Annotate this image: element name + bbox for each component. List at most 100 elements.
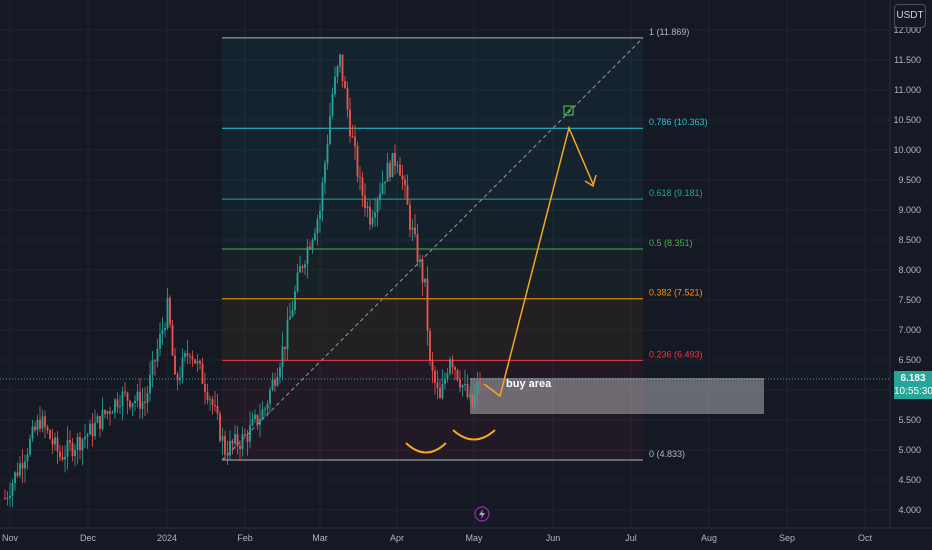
candle-body xyxy=(421,259,424,283)
candle-body xyxy=(46,426,49,431)
candle-body xyxy=(424,278,426,283)
candle-body xyxy=(219,413,221,441)
candle-body xyxy=(169,297,171,325)
time-axis: Nov Dec 2024 Feb Mar Apr May Jun Jul Aug Sep Oct xyxy=(0,527,932,543)
price-tick-label: 7.000 xyxy=(898,325,921,335)
candle-body xyxy=(166,297,169,328)
candle-body xyxy=(214,405,216,407)
candle-body xyxy=(106,411,109,415)
candles xyxy=(4,53,481,508)
candle-body xyxy=(351,136,354,138)
candle-body xyxy=(31,426,34,439)
candle-body xyxy=(21,463,24,469)
candle-body xyxy=(426,278,429,331)
candle-body xyxy=(401,175,404,180)
candle-body xyxy=(281,346,284,368)
candle-body xyxy=(444,378,446,384)
candle-body xyxy=(469,394,471,398)
candle-body xyxy=(206,391,209,400)
candle-body xyxy=(44,416,46,427)
candle-body xyxy=(319,210,321,220)
candle-body xyxy=(29,438,31,455)
candle-body xyxy=(301,266,304,268)
candle-body xyxy=(274,379,276,386)
candle-body xyxy=(361,177,364,196)
candle-body xyxy=(66,440,69,457)
fib-zone xyxy=(222,128,643,200)
pattern-arc-right xyxy=(452,429,496,441)
candle-body xyxy=(336,66,339,77)
candle-body xyxy=(114,399,116,413)
candle-body xyxy=(91,423,94,437)
candle-body xyxy=(304,264,306,268)
candle-body xyxy=(416,234,419,262)
candle-body xyxy=(456,369,459,380)
candle-body xyxy=(474,394,476,407)
candle-body xyxy=(266,403,269,409)
price-axis: 12.000 11.500 11.000 10.500 10.000 9.500 9.000… xyxy=(889,0,921,528)
candle-body xyxy=(411,227,414,230)
candle-body xyxy=(196,360,199,364)
candle-body xyxy=(346,88,349,110)
fib-level-label: 0 (4.833) xyxy=(649,449,685,459)
candle-body xyxy=(49,430,51,440)
candle-body xyxy=(246,435,249,442)
candle-body xyxy=(89,423,91,435)
candle-body xyxy=(181,357,184,378)
candle-body xyxy=(414,227,416,235)
candle-body xyxy=(179,377,181,381)
candle-body xyxy=(94,422,96,437)
candle-body xyxy=(324,163,326,183)
candle-body xyxy=(11,483,14,496)
candle-body xyxy=(76,437,79,450)
target-flag-icon xyxy=(563,105,574,116)
candle-body xyxy=(394,153,396,166)
candle-body xyxy=(276,377,279,386)
candle-body xyxy=(131,403,134,408)
candle-body xyxy=(194,359,196,364)
candle-body xyxy=(399,164,401,176)
candle-body xyxy=(239,445,241,449)
candle-body xyxy=(111,412,114,414)
price-tick-label: 8.500 xyxy=(898,235,921,245)
currency-button[interactable]: USDT xyxy=(894,4,926,28)
candle-body xyxy=(79,437,81,451)
candle-body xyxy=(59,451,61,458)
candle-body xyxy=(371,217,374,225)
candle-body xyxy=(226,454,229,456)
candle-body xyxy=(376,200,379,213)
candle-body xyxy=(141,401,144,409)
time-tick-label: Jul xyxy=(625,533,637,543)
candle-body xyxy=(306,246,309,265)
candle-body xyxy=(384,181,386,184)
candle-body xyxy=(154,360,156,362)
candle-body xyxy=(34,426,36,431)
candle-body xyxy=(224,436,226,455)
candle-body xyxy=(289,316,291,320)
price-tick-label: 5.500 xyxy=(898,415,921,425)
candle-body xyxy=(124,391,126,393)
candle-body xyxy=(464,384,466,386)
candle-body xyxy=(449,359,451,374)
candle-body xyxy=(229,440,231,456)
candle-body xyxy=(149,375,151,394)
candle-body xyxy=(221,436,224,441)
candle-body xyxy=(209,399,211,401)
candle-body xyxy=(176,374,179,381)
candle-body xyxy=(454,367,456,370)
time-tick-label: Feb xyxy=(237,533,253,543)
time-tick-label: Oct xyxy=(858,533,873,543)
time-tick-label: Aug xyxy=(701,533,717,543)
candle-body xyxy=(341,54,344,82)
candle-body xyxy=(359,176,361,178)
candle-body xyxy=(261,409,264,419)
price-tick-label: 5.000 xyxy=(898,445,921,455)
price-tick-label: 9.500 xyxy=(898,175,921,185)
candle-body xyxy=(164,327,166,331)
candle-body xyxy=(36,419,39,431)
candle-body xyxy=(326,143,329,164)
candle-body xyxy=(64,456,66,460)
candle-body xyxy=(104,410,106,415)
candle-body xyxy=(264,408,266,410)
